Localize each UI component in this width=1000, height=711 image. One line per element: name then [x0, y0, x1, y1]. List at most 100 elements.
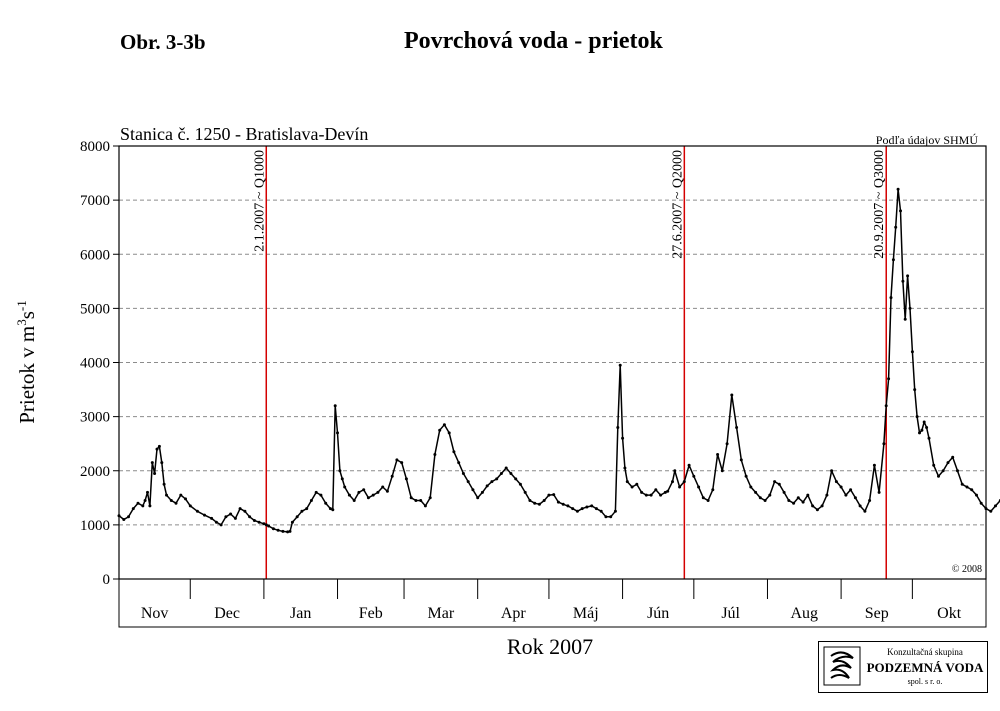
- data-point: [537, 502, 541, 506]
- data-point: [796, 496, 800, 500]
- data-point: [906, 274, 910, 278]
- data-point: [160, 461, 164, 465]
- data-point: [423, 504, 427, 508]
- data-point: [419, 499, 423, 502]
- data-point: [238, 507, 242, 511]
- month-label: Júl: [721, 605, 740, 622]
- data-point: [528, 499, 532, 502]
- data-point: [471, 488, 475, 492]
- month-label: Dec: [214, 605, 240, 622]
- data-point: [618, 363, 622, 367]
- data-point: [946, 461, 950, 465]
- data-point: [243, 509, 247, 513]
- data-point: [571, 507, 575, 511]
- data-point: [913, 388, 917, 392]
- data-point: [188, 504, 192, 508]
- data-point: [896, 187, 900, 191]
- month-label: Mar: [428, 605, 455, 622]
- data-point: [343, 485, 347, 489]
- data-point: [989, 509, 993, 513]
- data-point: [281, 529, 285, 533]
- data-point: [754, 490, 758, 494]
- wave-logo-icon: [823, 646, 861, 686]
- data-point: [922, 420, 926, 424]
- data-point: [773, 480, 777, 484]
- gridlines: [119, 199, 986, 526]
- data-point: [623, 466, 627, 470]
- data-point: [609, 515, 613, 519]
- data-point: [970, 488, 974, 492]
- event-label: 27.6.2007 ~ Q2000: [670, 150, 685, 259]
- data-point: [811, 504, 815, 508]
- data-point: [925, 426, 929, 429]
- data-point: [937, 474, 940, 478]
- data-point: [319, 493, 323, 497]
- data-point: [366, 496, 370, 500]
- data-point: [735, 426, 739, 429]
- data-point: [903, 317, 907, 321]
- data-point: [806, 493, 810, 497]
- data-point: [267, 524, 271, 528]
- data-point: [518, 482, 522, 486]
- event-label: 20.9.2007 ~ Q3000: [872, 150, 887, 259]
- data-point: [155, 447, 159, 451]
- data-point: [146, 490, 149, 494]
- company-logo: Konzultačná skupina PODZEMNÁ VODA spol. …: [818, 641, 988, 693]
- data-point: [136, 501, 140, 505]
- data-point: [594, 507, 598, 511]
- copyright-label: © 2008: [952, 564, 982, 575]
- data-point: [457, 461, 461, 465]
- chart-main-title: Povrchová voda - prietok: [404, 28, 663, 54]
- event-lines: 2.1.2007 ~ Q1000 27.6.2007 ~ Q2000 20.9.20…: [252, 146, 887, 579]
- data-point: [409, 496, 413, 500]
- data-point: [131, 507, 135, 511]
- data-point: [150, 461, 154, 465]
- data-point: [509, 472, 513, 475]
- data-point: [143, 499, 147, 502]
- data-point: [466, 480, 470, 484]
- data-point: [682, 480, 686, 484]
- data-point: [975, 493, 978, 497]
- data-point: [613, 509, 617, 513]
- data-point: [561, 502, 565, 506]
- data-point: [328, 507, 332, 511]
- data-point: [499, 472, 503, 475]
- data-point: [894, 225, 898, 229]
- data-point: [122, 518, 126, 521]
- data-point: [580, 507, 584, 511]
- data-point: [915, 415, 919, 419]
- data-point: [640, 490, 644, 494]
- y-axis-title-mid: s: [15, 311, 39, 319]
- data-point: [229, 512, 233, 516]
- data-point: [908, 306, 912, 310]
- data-point: [352, 499, 356, 502]
- data-point: [165, 493, 168, 497]
- data-point: [533, 501, 537, 505]
- data-point: [863, 509, 867, 513]
- data-point: [820, 504, 824, 508]
- data-point: [671, 480, 674, 484]
- data-point: [616, 426, 620, 429]
- data-point: [635, 482, 639, 486]
- data-point: [295, 515, 299, 519]
- data-point: [701, 496, 705, 500]
- data-point: [203, 513, 206, 517]
- data-point: [162, 482, 166, 486]
- data-point: [248, 515, 252, 519]
- data-point: [849, 488, 853, 492]
- data-point: [994, 504, 997, 508]
- month-label: Feb: [359, 605, 383, 622]
- data-point: [314, 490, 318, 494]
- data-point: [706, 499, 710, 502]
- data-point: [547, 493, 551, 497]
- data-point: [844, 493, 848, 497]
- logo-line-3: spol. s r. o.: [907, 677, 943, 686]
- data-point: [433, 453, 437, 456]
- y-tick-label: 5000: [80, 301, 110, 317]
- x-axis: Nov Dec Jan Feb Mar Apr Máj Jún Júl Aug Sep Okt: [141, 579, 962, 622]
- y-tick-label: 8000: [80, 139, 110, 155]
- data-point: [621, 436, 625, 440]
- data-point: [918, 431, 921, 435]
- data-point: [920, 428, 924, 432]
- data-point: [195, 509, 199, 513]
